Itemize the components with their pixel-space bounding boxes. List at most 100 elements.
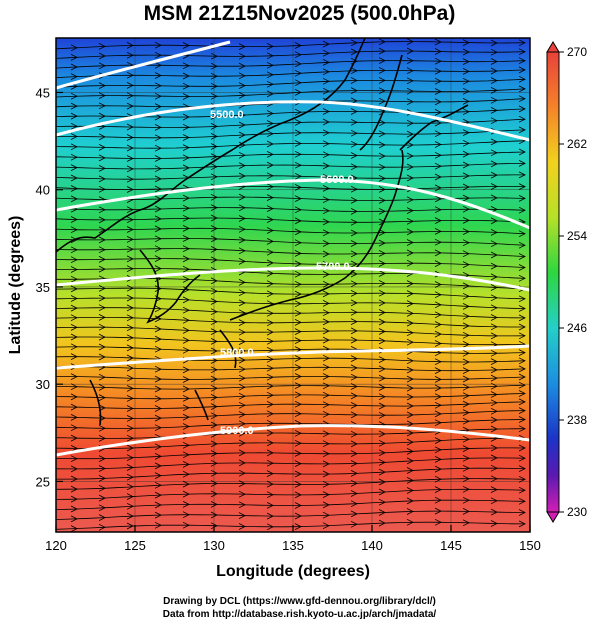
wind-arrow	[126, 374, 134, 382]
wind-arrow	[98, 133, 106, 141]
wind-arrow	[182, 306, 190, 314]
wind-arrow	[70, 475, 78, 483]
wind-arrow	[182, 144, 190, 151]
wind-arrow	[70, 485, 78, 493]
wind-arrow	[490, 464, 498, 472]
wind-arrow	[350, 290, 358, 297]
wind-arrow	[294, 119, 302, 126]
wind-arrow	[518, 497, 526, 505]
wind-arrow	[322, 108, 330, 115]
wind-arrow	[490, 206, 498, 213]
wind-arrow	[406, 119, 414, 127]
wind-arrow	[350, 520, 358, 528]
wind-arrow	[322, 151, 330, 159]
wind-arrow	[70, 174, 78, 182]
wind-arrow	[182, 423, 190, 430]
wind-arrow	[434, 518, 442, 526]
wind-arrow	[518, 171, 526, 179]
wind-arrow	[322, 140, 330, 148]
wind-arrow	[210, 92, 218, 100]
wind-arrow	[322, 318, 330, 326]
wind-arrow	[434, 340, 442, 347]
wind-arrow	[98, 112, 106, 120]
wind-arrow	[154, 134, 162, 142]
wind-arrow	[406, 411, 414, 419]
wind-arrow	[210, 375, 218, 383]
wind-arrow	[238, 411, 246, 418]
colorbar: 270 262 254 246 238 230	[546, 41, 587, 523]
wind-arrow	[434, 311, 442, 319]
wind-arrow	[490, 520, 498, 527]
wind-arrow	[70, 185, 78, 192]
wind-arrow	[70, 153, 78, 161]
wind-arrow	[490, 382, 498, 390]
wind-arrow	[462, 475, 470, 483]
wind-arrow	[266, 80, 274, 88]
wind-arrow	[378, 356, 386, 363]
wind-arrow	[406, 518, 414, 526]
wind-arrow	[294, 391, 302, 399]
wind-arrow	[70, 54, 78, 61]
wind-arrow	[238, 121, 246, 129]
wind-arrow	[126, 134, 134, 141]
wind-arrow	[266, 346, 274, 354]
wind-arrow	[126, 216, 134, 224]
wind-arrow	[490, 391, 498, 398]
wind-arrow	[294, 491, 302, 499]
wind-arrow	[406, 357, 414, 365]
wind-arrow	[266, 355, 274, 363]
wind-arrow	[70, 525, 78, 532]
wind-arrow	[154, 295, 162, 303]
wind-arrow	[490, 349, 498, 357]
wind-arrow	[98, 216, 106, 224]
wind-arrow	[210, 501, 218, 508]
wind-arrow	[154, 175, 162, 183]
wind-arrow	[434, 206, 442, 214]
wind-arrow	[294, 439, 302, 447]
wind-arrow	[322, 250, 330, 258]
honshu-coast	[229, 149, 404, 321]
streamline	[56, 457, 525, 470]
wind-arrow	[154, 443, 162, 451]
streamline	[56, 488, 525, 500]
wind-arrow	[406, 196, 414, 204]
wind-arrow	[294, 270, 302, 278]
wind-arrow	[154, 335, 162, 343]
wind-arrow	[126, 493, 134, 500]
wind-arrow	[210, 123, 218, 130]
wind-arrow	[518, 381, 526, 389]
wind-arrow	[378, 498, 386, 506]
wind-arrow	[70, 275, 78, 283]
wind-arrow	[238, 512, 246, 519]
colorbar-gradient	[546, 51, 560, 513]
wind-arrow	[406, 310, 414, 317]
wind-arrow	[350, 260, 358, 268]
colorbar-tick-label: 238	[567, 413, 587, 427]
contour-labels: 5500.0 5600.0 5700.0 5800.0 5900.0	[210, 109, 354, 437]
wind-arrow	[154, 385, 162, 393]
wind-arrow	[238, 319, 246, 326]
streamline	[56, 238, 525, 246]
wind-arrow	[350, 48, 358, 56]
wind-arrow	[182, 404, 190, 412]
wind-arrow	[518, 373, 526, 381]
wind-arrow	[182, 413, 190, 421]
wind-arrow	[266, 71, 274, 79]
wind-arrow	[70, 226, 78, 234]
wind-arrow	[266, 151, 274, 158]
wind-arrow	[350, 355, 358, 362]
wind-arrow	[406, 384, 414, 392]
wind-arrow	[434, 249, 442, 257]
wind-arrow	[294, 481, 302, 488]
wind-arrow	[182, 265, 190, 273]
wind-arrow	[266, 161, 274, 169]
wind-arrow	[518, 332, 526, 340]
wind-arrow	[434, 217, 442, 224]
wind-arrow	[406, 228, 414, 236]
wind-arrow	[126, 344, 134, 352]
wind-arrow	[126, 454, 134, 462]
streamline	[56, 50, 525, 59]
wind-arrow	[266, 110, 274, 117]
wind-arrow	[518, 357, 526, 365]
wind-arrow	[406, 429, 414, 437]
